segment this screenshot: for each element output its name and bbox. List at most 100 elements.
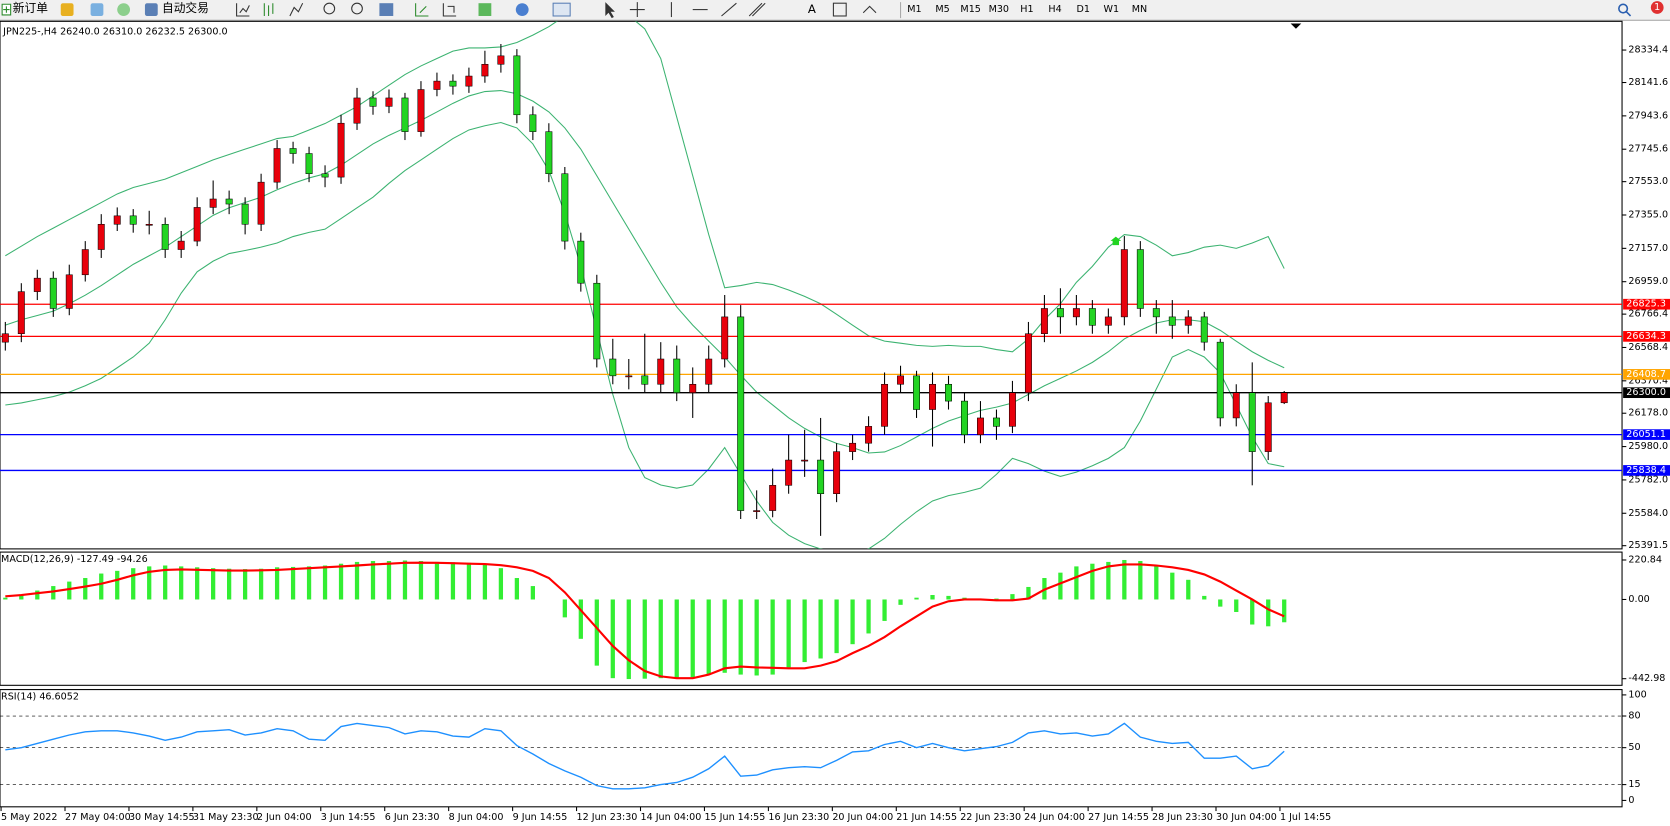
macd-bar [578, 599, 583, 639]
y-tick-label: 25980.0 [1628, 441, 1668, 452]
candle-body [1168, 316, 1176, 326]
toolbar-icon[interactable] [289, 2, 304, 17]
macd-bar [802, 599, 807, 663]
timeframe-button[interactable]: M30 [989, 4, 1009, 15]
candle-body [1216, 341, 1224, 419]
cursor-icon[interactable] [605, 2, 615, 19]
candle-body [992, 417, 1000, 427]
arrows-tool[interactable] [862, 5, 877, 14]
y-tick-label: 26568.4 [1628, 342, 1668, 353]
candle-body [513, 55, 521, 116]
price-label: 26300.0 [1626, 387, 1666, 398]
x-tick-label: 30 May 14:55 [129, 812, 195, 823]
candle-body [1136, 249, 1144, 309]
price-label: 26408.7 [1626, 369, 1666, 380]
macd-bar [1266, 599, 1271, 627]
templates-icon[interactable] [552, 2, 571, 17]
x-tick-label: 14 Jun 04:00 [641, 812, 702, 823]
y-tick-label: 100 [1628, 689, 1646, 700]
macd-bar [1186, 579, 1191, 600]
macd-bar [914, 597, 919, 600]
macd-bar [898, 599, 903, 605]
macd-bar [434, 561, 440, 600]
text-tool[interactable]: A [808, 2, 816, 16]
new-order-icon[interactable] [1, 3, 12, 16]
zoom-in-icon[interactable] [323, 2, 336, 15]
candle-body [817, 459, 825, 494]
timeframe-button[interactable]: D1 [1076, 4, 1089, 15]
toolbar-bg [0, 0, 1670, 21]
zoom-out-icon[interactable] [351, 2, 363, 15]
macd-bar [370, 561, 376, 600]
x-tick-label: 22 Jun 23:30 [960, 812, 1021, 823]
notification-badge[interactable] [1650, 1, 1664, 14]
toolbar-icon[interactable] [60, 3, 74, 16]
macd-bar [338, 563, 344, 600]
auto-trading-icon[interactable] [144, 3, 158, 16]
macd-bar [1250, 599, 1255, 625]
x-tick-label: 21 Jun 14:55 [896, 812, 957, 823]
macd-bar [946, 595, 951, 600]
candle-body [673, 358, 681, 393]
x-tick-label: 2 Jun 04:00 [257, 812, 312, 823]
y-tick-label: 28141.6 [1628, 77, 1668, 88]
macd-bar [1170, 572, 1175, 600]
toolbar-icon[interactable] [442, 3, 457, 17]
candle-body [97, 223, 105, 250]
candle-body [897, 375, 905, 385]
candle-body [49, 277, 57, 309]
trendline-icon[interactable] [721, 2, 737, 17]
toolbar-icon[interactable] [415, 3, 429, 17]
macd-bar [930, 595, 935, 600]
macd-panel [0, 551, 1623, 686]
toolbar-icon[interactable] [90, 3, 104, 16]
macd-bar [402, 560, 408, 600]
candle-body [945, 383, 952, 402]
crosshair-icon[interactable] [629, 2, 645, 18]
candle-body [225, 198, 233, 205]
y-tick-label: 26959.0 [1628, 276, 1668, 287]
candle-body [689, 383, 697, 393]
candle-body [497, 55, 505, 65]
y-tick-label: 220.84 [1628, 554, 1662, 565]
candle-body [337, 122, 345, 178]
timeframe-button[interactable]: W1 [1104, 4, 1120, 15]
label-tool[interactable] [832, 2, 847, 17]
candle-body [385, 97, 393, 107]
candle-body [529, 114, 537, 132]
candle-body [705, 358, 713, 385]
candle-body [209, 198, 217, 208]
auto-trading-button[interactable]: 自动交易 [162, 1, 209, 15]
channel-icon[interactable] [748, 2, 766, 17]
indicators-icon[interactable] [478, 3, 492, 16]
candle-body [753, 510, 761, 512]
toolbar-icon[interactable] [379, 3, 394, 16]
y-tick-label: 27553.0 [1628, 176, 1668, 187]
timeframe-button[interactable]: M1 [907, 4, 921, 15]
macd-bar [754, 599, 759, 676]
periods-icon[interactable] [515, 3, 529, 16]
macd-bar [1074, 566, 1079, 600]
candle-body [129, 215, 137, 225]
price-label: 26825.3 [1626, 299, 1666, 310]
new-order-button[interactable]: 新订单 [13, 1, 48, 15]
price-label-bg [1623, 465, 1670, 476]
y-tick-label: 26178.0 [1628, 408, 1668, 419]
timeframe-button[interactable]: M5 [935, 4, 949, 15]
candle-body [913, 375, 920, 410]
macd-bar [770, 599, 775, 675]
macd-bar [738, 599, 743, 675]
toolbar-icon[interactable] [236, 3, 250, 17]
toolbar-icon[interactable] [117, 3, 131, 16]
toolbar-icon[interactable] [263, 3, 274, 16]
candle-body [161, 223, 169, 250]
macd-bar [306, 566, 312, 600]
x-tick-label: 27 May 04:00 [65, 812, 131, 823]
search-icon[interactable] [1618, 3, 1629, 14]
candle-body [1232, 392, 1240, 419]
timeframe-button[interactable]: M15 [960, 4, 980, 15]
timeframe-button[interactable]: MN [1132, 4, 1147, 15]
timeframe-button[interactable]: H4 [1048, 4, 1061, 15]
candle-body [145, 223, 153, 226]
timeframe-button[interactable]: H1 [1020, 4, 1033, 15]
